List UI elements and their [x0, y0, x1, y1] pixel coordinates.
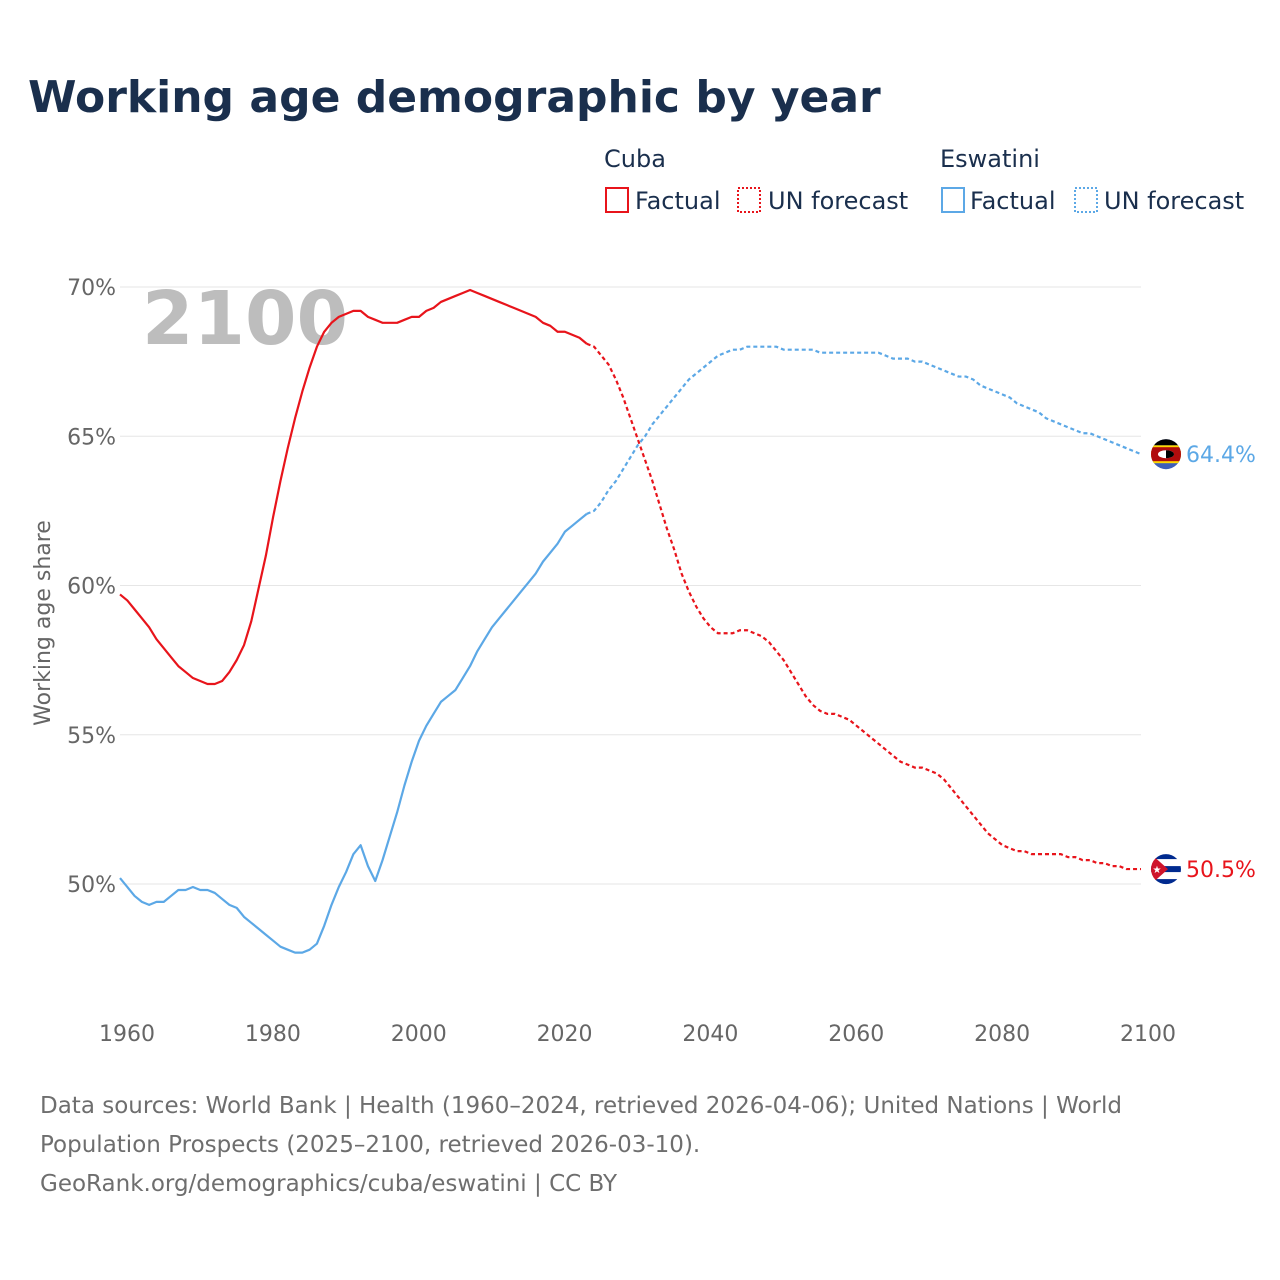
year-watermark: 2100 — [142, 276, 348, 362]
cuba-flag-icon: ★ — [1151, 854, 1181, 885]
legend-swatch-cuba-factual — [605, 187, 629, 213]
svg-text:★: ★ — [1153, 865, 1162, 876]
y-tick-label: 60% — [67, 575, 116, 600]
x-tick-label: 2080 — [974, 1022, 1030, 1047]
legend-label-cuba-factual: Factual — [635, 187, 721, 215]
x-tick-label: 2020 — [537, 1022, 593, 1047]
legend-group-eswatini: Eswatini — [940, 145, 1040, 173]
legend: Cuba Factual UN forecast Eswatini Factua… — [604, 145, 1244, 215]
x-tick-label: 1980 — [245, 1022, 301, 1047]
footer-attribution-link[interactable]: GeoRank.org/demographics/cuba/eswatini |… — [40, 1171, 618, 1197]
series — [119, 288, 1142, 954]
footer-sources-line2: Population Prospects (2025–2100, retriev… — [40, 1132, 700, 1158]
grid — [120, 286, 1141, 885]
legend-group-cuba: Cuba — [604, 145, 666, 173]
legend-label-eswatini-forecast: UN forecast — [1104, 187, 1244, 215]
chart-title: Working age demographic by year — [28, 72, 881, 123]
legend-swatch-eswatini-forecast — [1074, 187, 1098, 213]
end-label-cuba: 50.5% — [1186, 858, 1256, 883]
end-label-eswatini: 64.4% — [1186, 443, 1256, 468]
x-axis-ticks: 1960 1980 2000 2020 2040 2060 2080 2100 — [99, 1022, 1176, 1047]
legend-label-eswatini-factual: Factual — [970, 187, 1056, 215]
eswatini-flag-icon — [1151, 439, 1181, 470]
x-tick-label: 2000 — [391, 1022, 447, 1047]
y-tick-label: 70% — [67, 276, 116, 301]
series-cuba-factual-line — [119, 288, 588, 686]
y-tick-label: 65% — [67, 425, 116, 450]
legend-swatch-eswatini-factual — [941, 187, 965, 213]
x-tick-label: 2060 — [828, 1022, 884, 1047]
y-tick-label: 50% — [67, 873, 116, 898]
legend-label-cuba-forecast: UN forecast — [768, 187, 908, 215]
footer-sources-line1: Data sources: World Bank | Health (1960–… — [40, 1093, 1122, 1119]
y-axis-label: Working age share — [31, 520, 56, 726]
x-tick-label: 2100 — [1120, 1022, 1176, 1047]
y-axis-ticks: 50% 55% 60% 65% 70% — [67, 276, 116, 898]
legend-swatch-cuba-forecast — [737, 187, 761, 213]
series-eswatini-factual-line — [119, 513, 588, 954]
x-tick-label: 1960 — [99, 1022, 155, 1047]
series-eswatini-forecast-line — [586, 345, 1142, 515]
y-tick-label: 55% — [67, 724, 116, 749]
series-cuba-forecast-line — [586, 342, 1141, 871]
x-tick-label: 2040 — [682, 1022, 738, 1047]
